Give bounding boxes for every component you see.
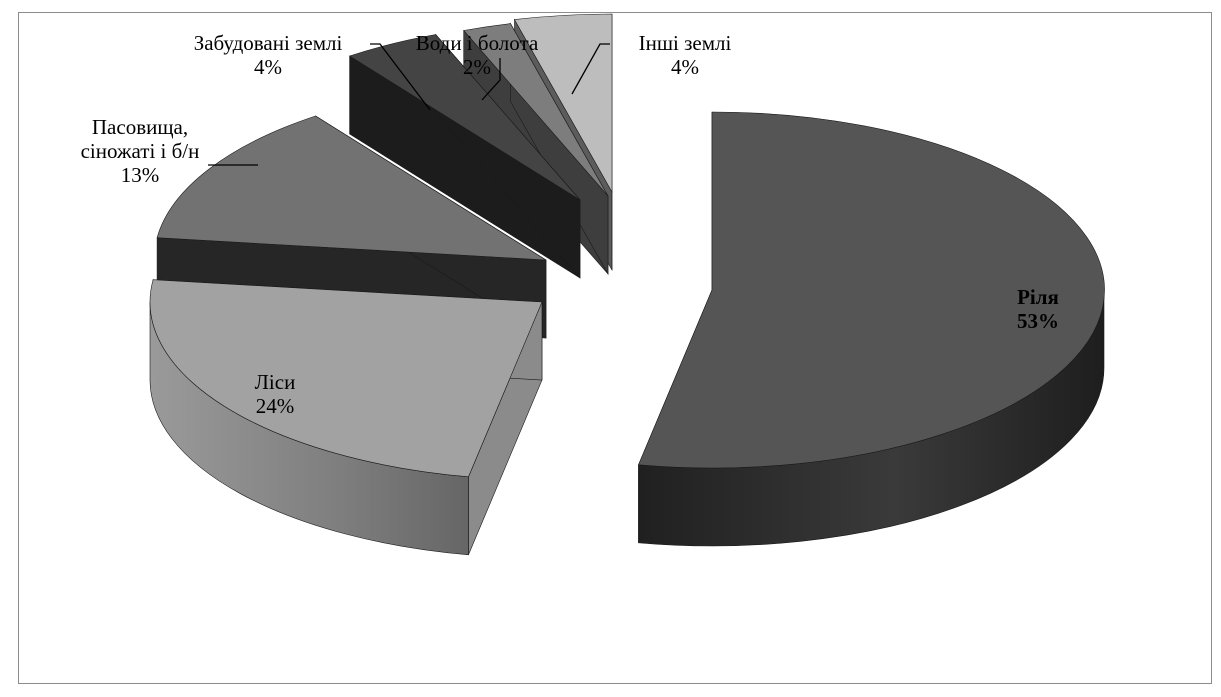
data-label-пасовищасіножатіібн: Пасовища, сіножаті і б/н 13% (81, 115, 200, 187)
pie-slice-забудованіземлі (348, 33, 581, 279)
leader-line-водиіболота (481, 58, 501, 101)
data-label-забудованіземлі: Забудовані землі 4% (194, 31, 343, 79)
leader-line-іншіземлі (571, 43, 610, 95)
pie-slice-ріля (638, 111, 1105, 547)
data-label-ліси: Ліси 24% (255, 370, 296, 418)
leader-line-забудованіземлі (370, 43, 431, 111)
data-label-водиіболота: Води і болота 2% (416, 31, 539, 79)
data-label-іншіземлі: Інші землі 4% (639, 31, 732, 79)
data-label-ріля: Ріля 53% (1017, 285, 1059, 333)
pie-slice-ліси (149, 279, 543, 556)
